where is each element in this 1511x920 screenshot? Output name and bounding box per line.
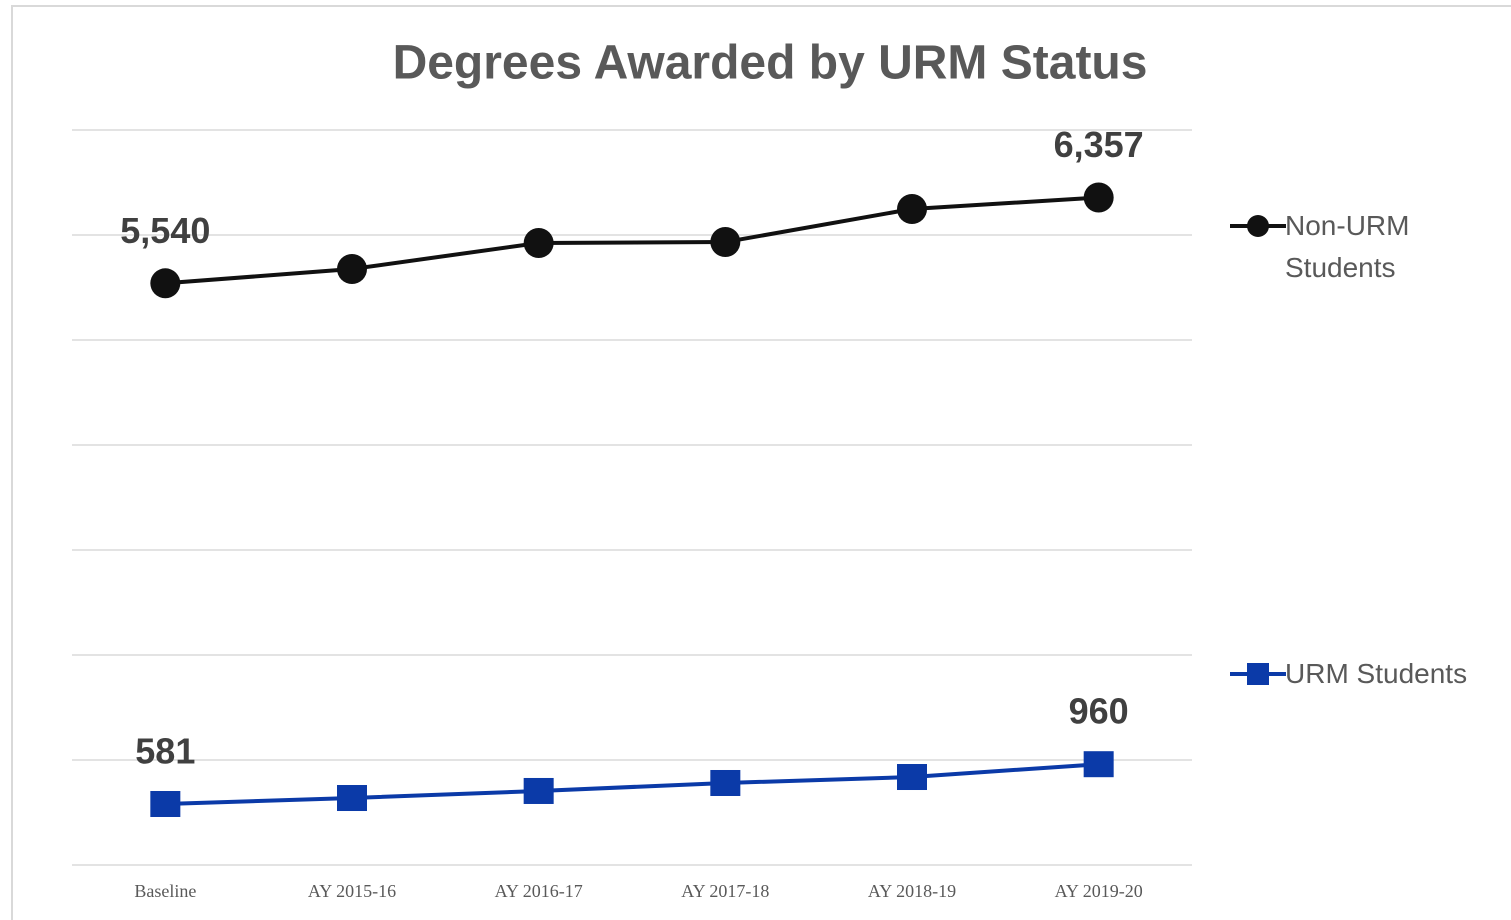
series-line <box>165 195 1099 286</box>
marker <box>150 268 181 299</box>
marker <box>897 193 927 224</box>
data-label: 960 <box>1069 691 1129 732</box>
legend-item: Non-URM Students <box>1230 205 1445 289</box>
data-label: 581 <box>135 731 195 772</box>
x-tick-label: AY 2016-17 <box>495 881 583 901</box>
legend-label: URM Students <box>1285 658 1468 689</box>
x-tick-label: Baseline <box>134 881 196 901</box>
marker <box>1083 751 1114 778</box>
data-label: 6,357 <box>1054 124 1144 165</box>
marker <box>523 227 554 258</box>
marker <box>710 227 741 258</box>
legend-item: URM Students <box>1230 653 1511 695</box>
marker <box>1083 182 1114 213</box>
legend-marker <box>1247 215 1269 237</box>
x-tick-label: AY 2018-19 <box>868 881 956 901</box>
series-line <box>165 762 1099 806</box>
chart-border <box>11 5 1511 920</box>
marker <box>710 769 741 796</box>
data-label: 5,540 <box>120 210 210 251</box>
x-tick-label: AY 2015-16 <box>308 881 396 901</box>
marker <box>523 777 554 804</box>
marker <box>150 790 181 817</box>
marker <box>337 254 367 285</box>
legend-label: Non-URM Students <box>1285 210 1410 283</box>
legend-swatch <box>1230 215 1286 237</box>
legend-marker <box>1247 663 1269 685</box>
marker <box>897 764 927 791</box>
marker <box>337 785 367 812</box>
x-tick-label: AY 2017-18 <box>681 881 769 901</box>
x-tick-label: AY 2019-20 <box>1055 881 1143 901</box>
chart-title: Degrees Awarded by URM Status <box>393 37 1148 90</box>
legend-swatch <box>1230 663 1286 685</box>
